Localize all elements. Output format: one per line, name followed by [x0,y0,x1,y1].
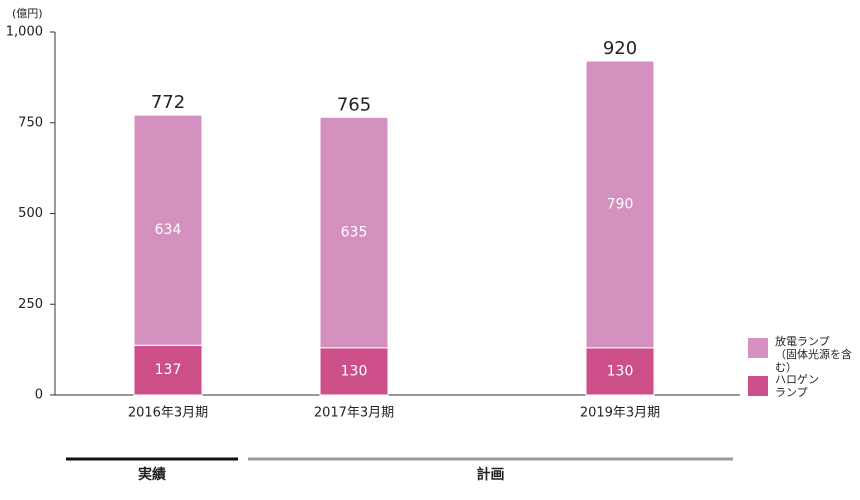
total-label: 920 [603,38,637,59]
bar-segment [585,347,655,396]
value-label: 137 [155,362,182,378]
value-label: 130 [607,363,634,379]
total-label: 772 [151,92,185,113]
bar-segment [133,344,203,396]
legend-swatch [748,338,768,358]
value-label: 790 [607,196,634,212]
bar-segment [133,114,203,346]
bar-segment [319,347,389,396]
value-label: 634 [155,222,182,238]
x-tick-label: 2016年3月期 [128,406,208,421]
x-tick-label: 2017年3月期 [314,406,394,421]
x-tick-label: 2019年3月期 [580,406,660,421]
period-label: 計画 [477,466,505,483]
value-label: 130 [341,363,368,379]
y-tick-label: 250 [18,297,43,312]
period-label: 実績 [138,466,166,483]
bar-segment [319,116,389,349]
total-label: 765 [337,94,371,115]
legend-label: 放電ランプ （固体光源を含む） [775,335,852,374]
y-tick-label: 500 [18,206,43,221]
bar-segment [585,60,655,349]
y-tick-label: 0 [35,388,43,403]
legend-swatch [748,376,768,396]
y-tick-label: 1,000 [6,25,43,40]
value-label: 635 [341,225,368,241]
legend-label: ハロゲン ランプ [775,373,819,399]
y-tick-label: 750 [18,115,43,130]
y-unit: (億円) [12,7,43,20]
